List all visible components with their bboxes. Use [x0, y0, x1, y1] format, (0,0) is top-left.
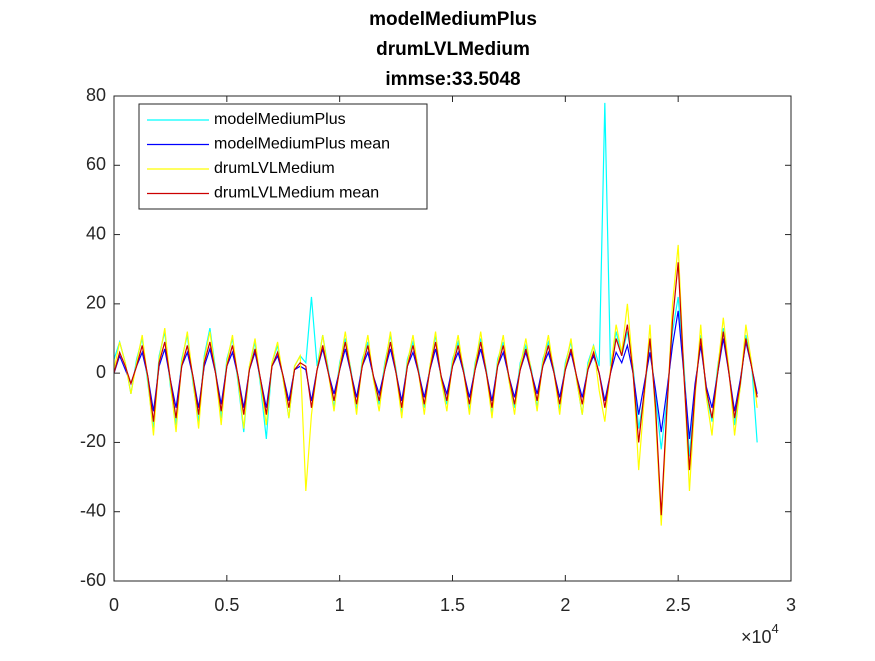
y-tick-label: -60 [80, 570, 106, 590]
x-tick-label: 0.5 [214, 595, 239, 615]
y-tick-label: -40 [80, 500, 106, 520]
legend-label: modelMediumPlus [214, 111, 346, 128]
chart-title: immse:33.5048 [385, 69, 520, 90]
legend-label: modelMediumPlus mean [214, 136, 390, 153]
x-tick-label: 1 [335, 595, 345, 615]
legend-box [138, 103, 428, 210]
legend-label: drumLVLMedium [214, 160, 335, 177]
x-tick-label: 3 [786, 595, 796, 615]
chart-title: modelMediumPlus [369, 9, 537, 30]
x-tick-label: 0 [109, 595, 119, 615]
y-tick-label: 0 [96, 362, 106, 382]
multiplier-base: ×10 [741, 627, 772, 647]
y-tick-label: 60 [86, 154, 106, 174]
legend: modelMediumPlus modelMediumPlus mean drumL… [138, 103, 428, 210]
legend-label: drumLVLMedium mean [214, 185, 379, 202]
x-tick-label: 2.5 [666, 595, 691, 615]
x-tick-label: 1.5 [440, 595, 465, 615]
chart-title: drumLVLMedium [376, 39, 530, 60]
series-line [113, 310, 758, 440]
y-tick-label: -20 [80, 431, 106, 451]
series-line [113, 262, 758, 516]
y-tick-label: 20 [86, 293, 106, 313]
series-line [113, 244, 758, 526]
y-tick-label: 80 [86, 85, 106, 105]
multiplier-exponent: 4 [772, 621, 779, 636]
x-tick-label: 2 [560, 595, 570, 615]
y-tick-label: 40 [86, 223, 106, 243]
x-multiplier: ×104 [741, 621, 779, 646]
